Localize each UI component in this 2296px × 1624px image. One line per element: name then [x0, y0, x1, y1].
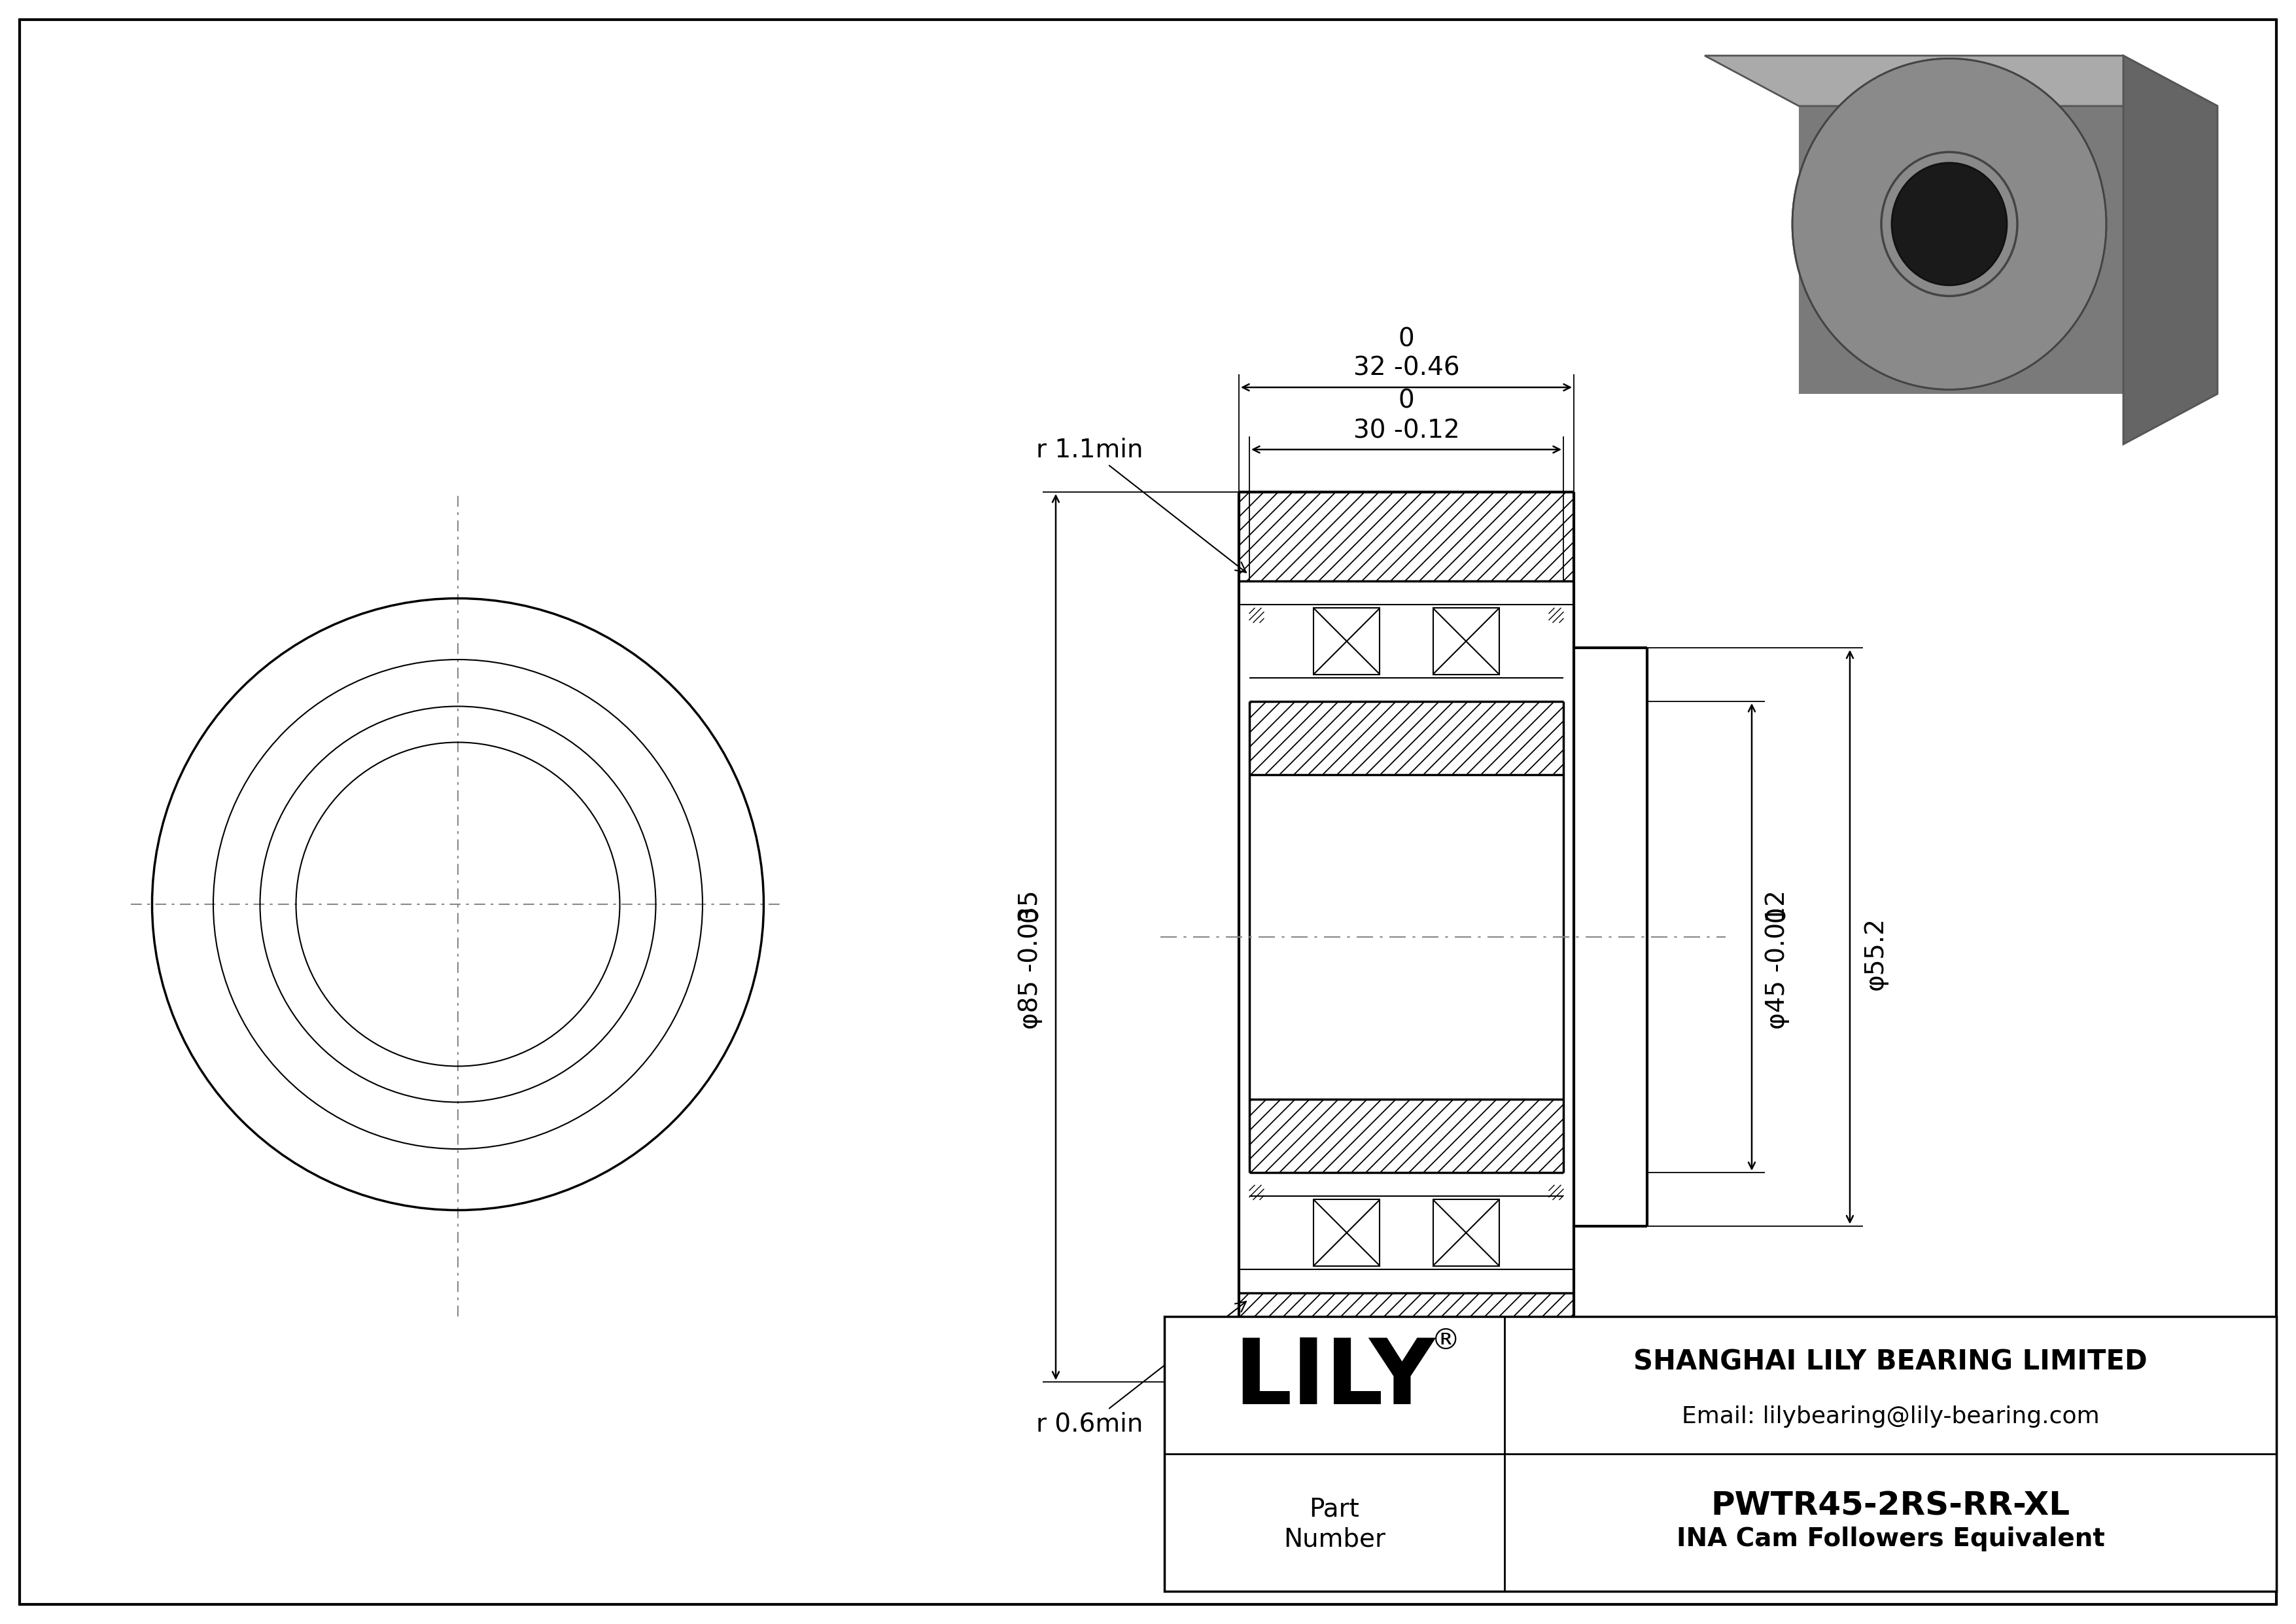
Polygon shape [1704, 55, 2218, 106]
Text: r 1.1min: r 1.1min [1035, 438, 1247, 572]
Text: Part: Part [1309, 1497, 1359, 1522]
Bar [1433, 607, 1499, 674]
Ellipse shape [1892, 162, 2007, 286]
Bar [1433, 1200, 1499, 1265]
Bar [1164, 1317, 2275, 1592]
Bar [1313, 607, 1380, 674]
Text: φ85 -0.035: φ85 -0.035 [1017, 890, 1042, 1030]
Text: 30 -0.12: 30 -0.12 [1352, 417, 1460, 443]
Ellipse shape [1793, 58, 2105, 390]
Text: SHANGHAI LILY BEARING LIMITED: SHANGHAI LILY BEARING LIMITED [1632, 1348, 2147, 1376]
Text: r 0.6min: r 0.6min [1035, 1301, 1247, 1436]
Text: LILY: LILY [1233, 1335, 1435, 1423]
Text: 0: 0 [1766, 906, 1789, 922]
Text: INA Cam Followers Equivalent: INA Cam Followers Equivalent [1676, 1527, 2105, 1551]
Text: φ55.2: φ55.2 [1862, 916, 1887, 991]
Text: PWTR45-2RS-RR-XL: PWTR45-2RS-RR-XL [1711, 1491, 2071, 1522]
Text: ®: ® [1430, 1327, 1460, 1354]
Text: 0: 0 [1398, 326, 1414, 351]
Bar [1313, 1200, 1380, 1265]
Polygon shape [2124, 55, 2218, 445]
Text: φ45 -0.012: φ45 -0.012 [1766, 890, 1789, 1030]
Text: 32 -0.46: 32 -0.46 [1352, 356, 1460, 380]
Text: 0: 0 [1398, 388, 1414, 414]
Text: Number: Number [1283, 1527, 1384, 1551]
Text: 0: 0 [1017, 906, 1042, 922]
FancyBboxPatch shape [1798, 106, 2218, 395]
Text: Email: lilybearing@lily-bearing.com: Email: lilybearing@lily-bearing.com [1681, 1406, 2099, 1427]
